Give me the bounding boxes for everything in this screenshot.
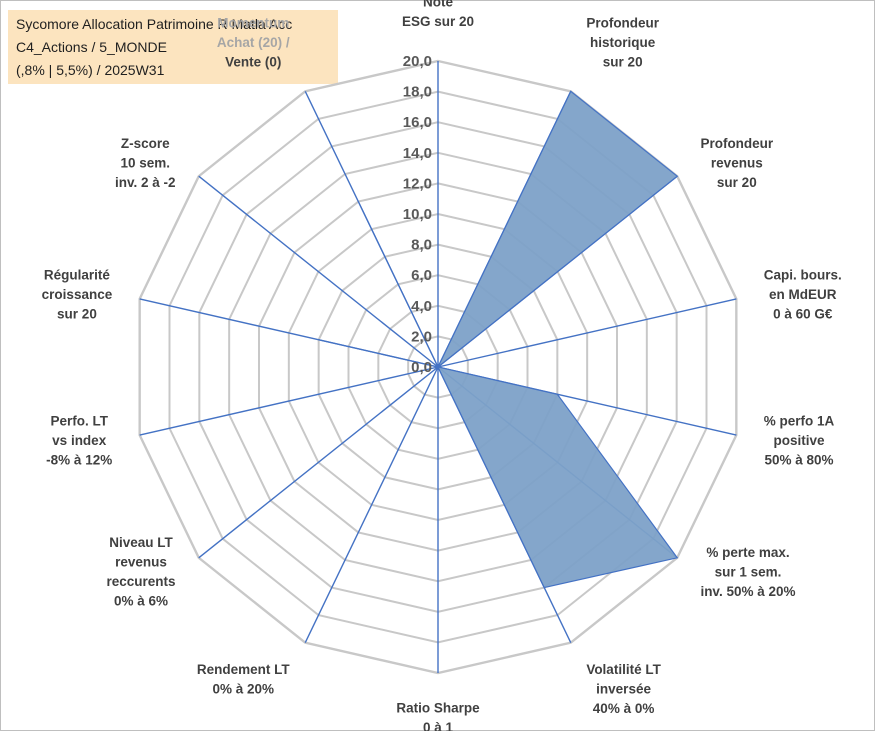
- tick-label: 16,0: [403, 114, 432, 131]
- radar-axis-labels: Note ESG sur 20 Profondeur historique sur 20…: [42, 0, 842, 731]
- axis-label: revenus: [115, 555, 167, 570]
- tick-label: 4,0: [411, 298, 432, 315]
- axis-label: 0 à 1: [423, 720, 454, 731]
- axis-label: reccurents: [107, 574, 176, 589]
- radar-series: [318, 90, 679, 589]
- tick-label: 12,0: [403, 175, 432, 192]
- axis-label: 50% à 80%: [765, 452, 834, 467]
- axis-label: 10 sem.: [121, 155, 171, 170]
- axis-label: -8% à 12%: [46, 452, 112, 467]
- axis-label: inv. 2 à -2: [115, 175, 176, 190]
- axis-label: Capi. bours.: [764, 267, 842, 282]
- chart-title-box: Sycomore Allocation Patrimoine R Matla A…: [8, 10, 338, 84]
- axis-label: % perte max.: [706, 545, 789, 560]
- tick-label: 10,0: [403, 206, 432, 223]
- axis-spoke: [304, 366, 439, 644]
- axis-label: Z-score: [121, 136, 170, 151]
- chart-title-line-2: C4_Actions / 5_MONDE: [16, 39, 167, 55]
- axis-label: Profondeur: [586, 16, 659, 31]
- axis-label: ESG sur 20: [402, 14, 474, 29]
- axis-label: 0 à 60 G€: [773, 306, 833, 321]
- tick-label: 0,0: [411, 359, 432, 376]
- axis-label: inversée: [596, 682, 651, 697]
- axis-label: positive: [774, 433, 826, 448]
- axis-label: Volatilité LT: [586, 662, 661, 677]
- axis-label: sur 20: [603, 55, 643, 70]
- axis-label: Rendement LT: [197, 662, 291, 677]
- axis-spoke: [139, 366, 439, 436]
- tick-label: 20,0: [403, 53, 432, 70]
- axis-spoke: [437, 298, 737, 368]
- axis-label: 0% à 20%: [213, 682, 275, 697]
- axis-label: Profondeur: [700, 136, 773, 151]
- axis-label: revenus: [711, 155, 763, 170]
- tick-label: 8,0: [411, 237, 432, 254]
- axis-label: inv. 50% à 20%: [700, 584, 795, 599]
- axis-label: Vente (0): [225, 55, 281, 70]
- axis-label: sur 20: [717, 175, 757, 190]
- axis-label: sur 20: [57, 306, 97, 321]
- tick-label: 18,0: [403, 84, 432, 101]
- axis-label: Ratio Sharpe: [396, 701, 480, 716]
- axis-label: Perfo. LT: [50, 413, 108, 428]
- chart-title-line-3: (,8% | 5,5%) / 2025W31: [16, 62, 165, 78]
- axis-label: Momentum: [217, 16, 289, 31]
- chart-title-line-1: Sycomore Allocation Patrimoine R Matla A…: [16, 16, 293, 32]
- axis-label: % perfo 1A: [764, 413, 835, 428]
- axis-label: Régularité: [44, 267, 111, 282]
- axis-label: historique: [590, 35, 656, 50]
- tick-label: 6,0: [411, 267, 432, 284]
- radar-tick-labels: 0,0 2,0 4,0 6,0 8,0 10,0 12,0 14,0 16,0 18,0 20,0: [403, 53, 432, 376]
- series-area: [318, 90, 679, 589]
- axis-spoke: [198, 175, 439, 368]
- axis-label: sur 1 sem.: [715, 564, 782, 579]
- axis-label: vs index: [52, 433, 107, 448]
- axis-label: 40% à 0%: [593, 701, 655, 716]
- axis-label: croissance: [42, 287, 113, 302]
- tick-label: 2,0: [411, 328, 432, 345]
- tick-label: 14,0: [403, 145, 432, 162]
- axis-label: Note: [423, 0, 453, 10]
- axis-spoke: [198, 366, 439, 559]
- axis-label: Niveau LT: [109, 535, 173, 550]
- axis-label: Achat (20) /: [217, 35, 290, 50]
- axis-label: en MdEUR: [769, 287, 837, 302]
- axis-label: 0% à 6%: [114, 594, 168, 609]
